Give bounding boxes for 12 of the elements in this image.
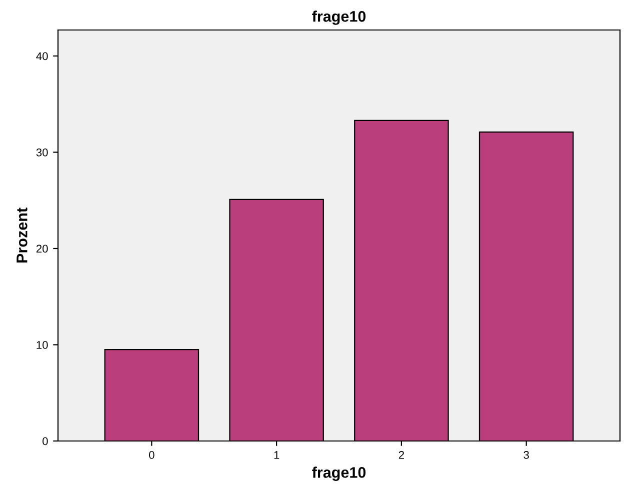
x-axis-title: frage10 (312, 466, 366, 481)
x-tick-label: 2 (398, 451, 404, 459)
x-tick-label: 3 (524, 451, 529, 459)
y-axis-title: Prozent (16, 208, 28, 262)
y-tick-label: 10 (36, 341, 48, 349)
x-tick-label: 0 (149, 451, 154, 459)
y-tick-label: 30 (36, 148, 48, 156)
y-tick-label: 0 (42, 437, 48, 446)
y-tick-label: 40 (36, 52, 48, 60)
chart-title: frage10 (312, 10, 366, 25)
x-tick-label: 1 (274, 451, 280, 459)
y-tick-label: 20 (36, 244, 48, 253)
